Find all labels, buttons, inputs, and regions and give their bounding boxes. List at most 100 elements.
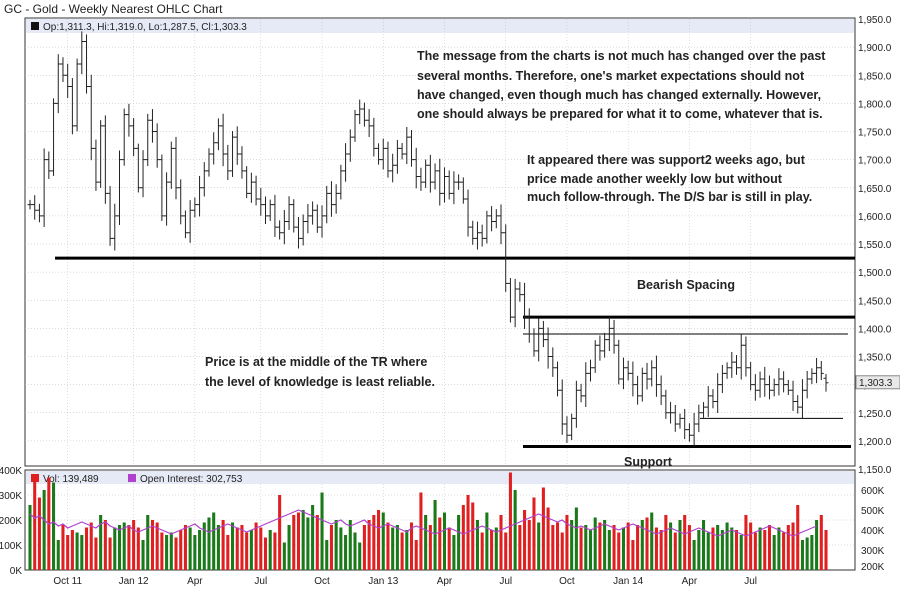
ohlc-bar [639, 367, 645, 402]
ohlc-bar [286, 196, 292, 230]
volume-bar [645, 517, 649, 570]
ohlc-bar [371, 117, 377, 157]
price-y-tick-label: 1,250.0 [858, 409, 892, 420]
volume-bar [103, 520, 107, 570]
volume-bar [136, 527, 140, 570]
volume-left-tick-label: 0K [10, 566, 23, 577]
volume-bar [395, 525, 399, 570]
ohlc-bar [456, 174, 462, 190]
volume-bar [188, 527, 192, 570]
ohlc-bar [441, 167, 447, 203]
ohlc-bar [361, 102, 367, 127]
ohlc-bar [738, 333, 744, 380]
volume-bar [61, 525, 65, 570]
volume-bar [551, 525, 555, 570]
volume-bar [739, 535, 743, 570]
ohlc-bar [493, 209, 499, 229]
ohlc-bar [484, 210, 490, 244]
ohlc-bar [107, 185, 113, 246]
volume-bar [711, 527, 715, 570]
ohlc-bar [719, 364, 725, 394]
volume-bar [419, 492, 423, 570]
ohlc-bar [616, 339, 622, 385]
ohlc-bar [795, 395, 801, 414]
annotation-support2: It appeared there was support2 weeks ago… [527, 153, 812, 204]
volume-bar [574, 507, 578, 570]
ohlc-bar [672, 404, 678, 432]
ohlc-bar [74, 58, 80, 132]
last-price-label: 1,303.3 [859, 378, 893, 389]
volume-bar [621, 527, 625, 570]
ohlc-bar [343, 143, 349, 182]
ohlc-bar [192, 197, 198, 218]
annotation-support: Support [624, 455, 673, 469]
volume-bar [560, 532, 564, 570]
volume-left-tick-label: 200K [0, 516, 22, 527]
price-y-tick-label: 1,400.0 [858, 324, 892, 335]
price-y-tick-label: 1,350.0 [858, 353, 892, 364]
volume-left-tick-label: 100K [0, 541, 22, 552]
ohlc-bar [701, 402, 707, 418]
volume-bar [815, 520, 819, 570]
price-y-tick-label: 1,900.0 [858, 43, 892, 54]
x-tick-label: Oct [559, 576, 575, 587]
volume-bar [268, 530, 272, 570]
volume-bar [570, 520, 574, 570]
price-legend: Op:1,311.3, Hi:1,319.0, Lo:1,287.5, Cl:1… [43, 22, 247, 33]
ohlc-bar [804, 370, 810, 399]
ohlc-bar [691, 412, 697, 447]
ohlc-bar [620, 357, 626, 390]
volume-bar [720, 530, 724, 570]
volume-bar [791, 522, 795, 570]
price-y-tick-label: 1,800.0 [858, 99, 892, 110]
volume-bar [381, 512, 385, 570]
volume-bar [207, 517, 211, 570]
ohlc-bar [324, 185, 330, 224]
ohlc-bar [258, 187, 264, 216]
ohlc-bar [743, 336, 749, 377]
volume-bar [819, 515, 823, 570]
volume-bar [457, 515, 461, 570]
ohlc-bar [88, 74, 94, 161]
ohlc-bar [649, 360, 655, 387]
ohlc-bar [705, 386, 711, 417]
volume-left-tick-label: 400K [0, 466, 22, 477]
volume-bar [56, 540, 60, 570]
volume-bar [810, 535, 814, 570]
volume-bar [391, 527, 395, 570]
ohlc-bar [555, 361, 561, 397]
ohlc-bar [149, 109, 155, 143]
volume-bar [428, 525, 432, 570]
ohlc-bar [98, 120, 104, 188]
ohlc-bar [522, 282, 528, 329]
ohlc-bar [564, 416, 570, 444]
volume-bar [122, 522, 126, 570]
price-y-tick-label: 1,150.0 [858, 465, 892, 476]
ohlc-bar [724, 362, 730, 379]
ohlc-bar [418, 167, 424, 191]
ohlc-bar [69, 78, 75, 135]
volume-bar [235, 527, 239, 570]
ohlc-bar [592, 340, 598, 373]
ohlc-bar [658, 375, 664, 405]
price-y-tick-label: 1,950.0 [858, 15, 892, 26]
ohlc-bar [781, 371, 787, 393]
ohlc-bar [814, 357, 820, 384]
price-y-tick-label: 1,850.0 [858, 71, 892, 82]
volume-bar [108, 537, 112, 570]
volume-bar [452, 535, 456, 570]
ohlc-bar [84, 34, 90, 94]
volume-bar [358, 542, 362, 570]
oi-legend: Open Interest: 302,753 [140, 474, 243, 485]
ohlc-bar [234, 126, 240, 165]
volume-bar [386, 522, 390, 570]
volume-bar [800, 540, 804, 570]
ohlc-bar [300, 214, 306, 246]
price-legend-band [26, 19, 854, 33]
ohlc-bar [517, 281, 523, 302]
volume-bar [626, 522, 630, 570]
ohlc-bar [413, 147, 419, 189]
volume-bar [169, 532, 173, 570]
volume-bar [132, 520, 136, 570]
ohlc-bar [126, 103, 132, 137]
